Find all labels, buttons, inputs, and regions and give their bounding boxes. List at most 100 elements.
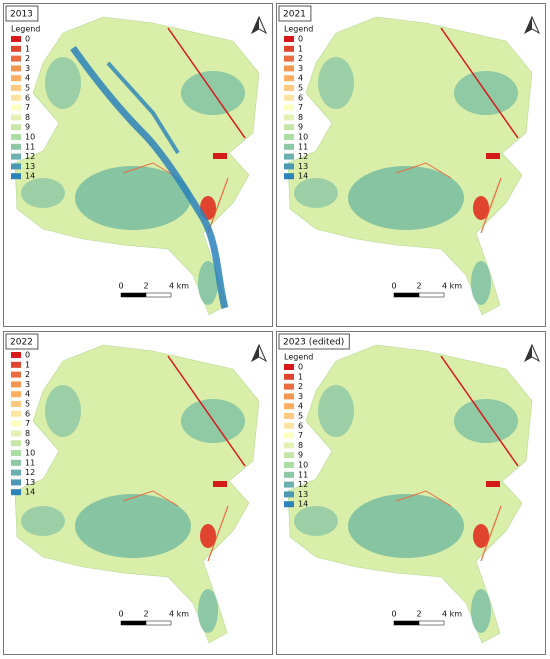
legend-swatch bbox=[284, 143, 294, 150]
north-arrow-half bbox=[252, 345, 259, 361]
legend-label: 14 bbox=[25, 488, 35, 497]
legend-swatch bbox=[284, 413, 294, 419]
legend-swatch bbox=[284, 393, 294, 400]
legend-swatch bbox=[284, 442, 294, 449]
legend-label: 9 bbox=[298, 451, 303, 460]
legend-swatch bbox=[284, 45, 294, 52]
legend-swatch bbox=[11, 55, 21, 62]
legend-swatch bbox=[11, 163, 21, 170]
scale-label: 0 bbox=[391, 610, 396, 619]
legend-swatch bbox=[284, 501, 294, 508]
legend-swatch bbox=[284, 104, 294, 111]
legend-swatch bbox=[284, 481, 294, 488]
scale-label: 4 km bbox=[442, 610, 462, 619]
legend-label: 5 bbox=[298, 84, 303, 93]
legend-swatch bbox=[11, 352, 21, 358]
legend-label: 2 bbox=[298, 54, 303, 63]
legend-title: Legend bbox=[11, 25, 40, 34]
legend-swatch bbox=[11, 124, 21, 131]
legend-swatch bbox=[284, 373, 294, 380]
legend-label: 4 bbox=[298, 74, 303, 83]
legend-swatch bbox=[11, 114, 21, 121]
legend-label: 10 bbox=[298, 133, 308, 142]
scale-bar bbox=[418, 292, 445, 298]
title-box bbox=[5, 333, 39, 350]
legend-swatch bbox=[284, 94, 294, 101]
legend-label: 6 bbox=[25, 409, 30, 418]
legend-label: 10 bbox=[298, 461, 308, 470]
scale-label: 2 bbox=[143, 610, 148, 619]
legend-label: 0 bbox=[25, 351, 30, 360]
legend-label: 3 bbox=[298, 392, 303, 401]
legend-swatch bbox=[284, 153, 294, 160]
legend-swatch bbox=[11, 440, 21, 447]
legend-label: 0 bbox=[298, 363, 303, 372]
legend-swatch bbox=[11, 459, 21, 466]
title-box bbox=[278, 333, 350, 350]
legend-label: 12 bbox=[298, 152, 308, 161]
legend-swatch bbox=[11, 410, 21, 417]
legend-swatch bbox=[284, 364, 294, 370]
legend-swatch bbox=[284, 114, 294, 121]
legend-label: 13 bbox=[298, 162, 308, 171]
legend-label: 4 bbox=[25, 390, 30, 399]
legend-label: 11 bbox=[298, 142, 308, 151]
legend-label: 7 bbox=[298, 431, 303, 440]
legend-label: 8 bbox=[25, 429, 30, 438]
scale-label: 2 bbox=[416, 610, 421, 619]
legend-label: 12 bbox=[25, 468, 35, 477]
scale-label: 0 bbox=[391, 282, 396, 291]
legend-swatch bbox=[284, 491, 294, 498]
legend-label: 6 bbox=[25, 93, 30, 102]
title-box bbox=[5, 5, 39, 22]
legend-swatch bbox=[11, 401, 21, 407]
legend-swatch bbox=[11, 489, 21, 496]
scale-bar bbox=[393, 620, 420, 626]
legend-label: 5 bbox=[298, 412, 303, 421]
legend-label: 7 bbox=[25, 103, 30, 112]
north-arrow-half bbox=[525, 17, 532, 33]
scale-label: 2 bbox=[143, 282, 148, 291]
scale-bar bbox=[145, 292, 172, 298]
scale-label: 2 bbox=[416, 282, 421, 291]
legend-label: 11 bbox=[25, 142, 35, 151]
legend-swatch bbox=[11, 371, 21, 378]
legend-swatch bbox=[11, 381, 21, 388]
legend-label: 2 bbox=[25, 370, 30, 379]
scale-bar bbox=[120, 620, 147, 626]
legend-swatch bbox=[284, 124, 294, 131]
legend-swatch bbox=[284, 462, 294, 468]
panel-title: 2022 bbox=[10, 338, 33, 348]
legend-swatch bbox=[284, 163, 294, 170]
legend-label: 0 bbox=[298, 35, 303, 44]
panel-title: 2023 (edited) bbox=[283, 338, 344, 348]
legend-swatch bbox=[11, 153, 21, 160]
panel-title: 2013 bbox=[10, 10, 33, 20]
legend-label: 0 bbox=[25, 35, 30, 44]
scale-label: 0 bbox=[118, 610, 123, 619]
map-panel: 2023 (edited)Legend012345678910111213140… bbox=[276, 331, 546, 655]
legend-label: 1 bbox=[25, 44, 30, 53]
legend-swatch bbox=[11, 469, 21, 476]
legend-swatch bbox=[11, 36, 21, 42]
legend-label: 4 bbox=[25, 74, 30, 83]
legend-label: 8 bbox=[298, 441, 303, 450]
legend-swatch bbox=[11, 420, 21, 427]
legend-label: 9 bbox=[25, 123, 30, 132]
legend-swatch bbox=[11, 430, 21, 437]
legend-swatch bbox=[284, 55, 294, 62]
legend-label: 11 bbox=[298, 470, 308, 479]
legend-swatch bbox=[284, 85, 294, 91]
legend-label: 1 bbox=[298, 372, 303, 381]
legend-swatch bbox=[11, 94, 21, 101]
legend-label: 8 bbox=[298, 113, 303, 122]
legend-title: Legend bbox=[284, 353, 313, 362]
legend-label: 3 bbox=[25, 380, 30, 389]
legend-swatch bbox=[284, 65, 294, 72]
legend-swatch bbox=[11, 391, 21, 398]
legend-label: 7 bbox=[298, 103, 303, 112]
legend-swatch bbox=[284, 452, 294, 459]
scale-bar bbox=[145, 620, 172, 626]
legend-label: 14 bbox=[298, 172, 308, 181]
